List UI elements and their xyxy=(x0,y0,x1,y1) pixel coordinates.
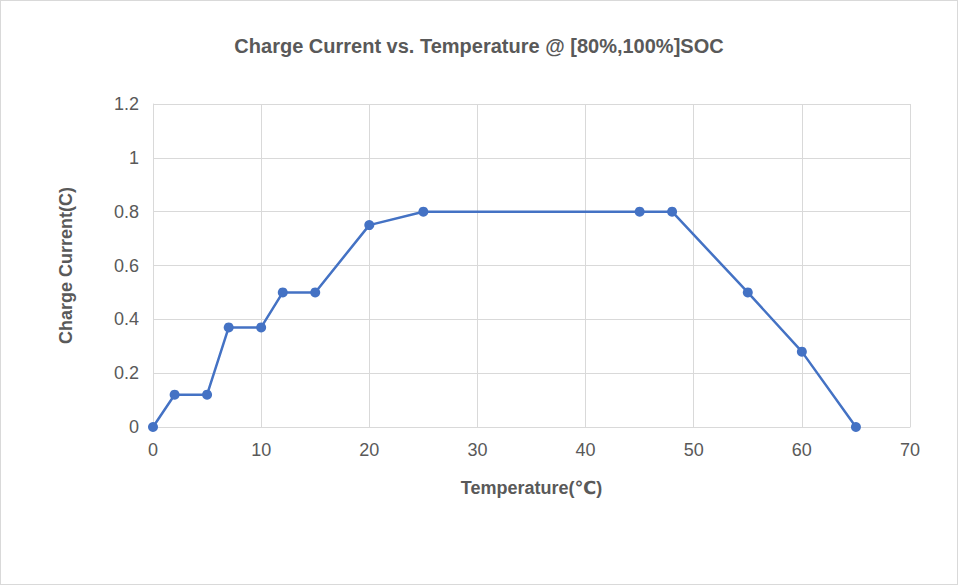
svg-text:10: 10 xyxy=(251,440,271,460)
svg-text:40: 40 xyxy=(576,440,596,460)
svg-text:60: 60 xyxy=(792,440,812,460)
svg-text:20: 20 xyxy=(359,440,379,460)
svg-text:Temperature(℃): Temperature(℃) xyxy=(461,478,603,498)
svg-text:70: 70 xyxy=(900,440,920,460)
svg-text:Charge Current vs. Temperature: Charge Current vs. Temperature @ [80%,10… xyxy=(234,35,723,57)
svg-text:30: 30 xyxy=(467,440,487,460)
svg-text:1: 1 xyxy=(129,148,139,168)
svg-text:0.2: 0.2 xyxy=(114,363,139,383)
svg-text:0.4: 0.4 xyxy=(114,309,139,329)
svg-text:0.6: 0.6 xyxy=(114,256,139,276)
svg-text:0.8: 0.8 xyxy=(114,202,139,222)
svg-text:0: 0 xyxy=(129,417,139,437)
svg-text:0: 0 xyxy=(148,440,158,460)
svg-text:Charge Current(C): Charge Current(C) xyxy=(56,187,76,344)
svg-text:1.2: 1.2 xyxy=(114,94,139,114)
svg-text:50: 50 xyxy=(684,440,704,460)
